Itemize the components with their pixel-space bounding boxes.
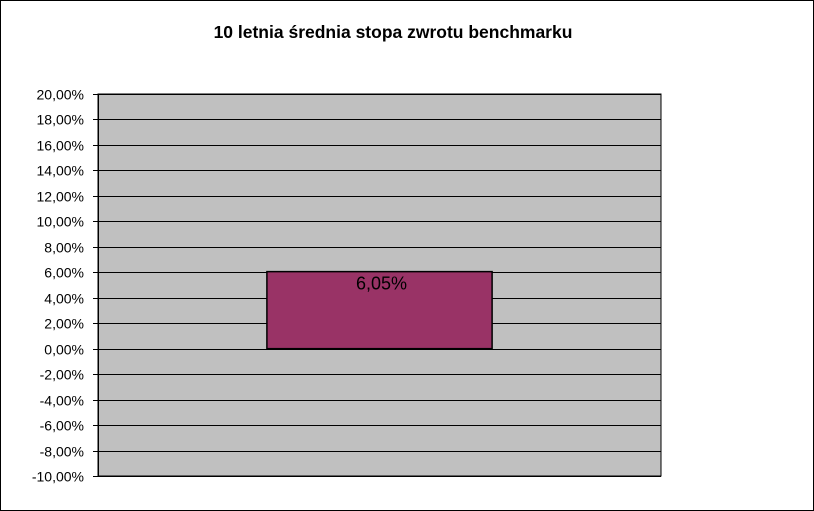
bars: 6,05% bbox=[266, 270, 493, 350]
y-tick-label: 14,00% bbox=[37, 163, 84, 179]
y-tick-label: 18,00% bbox=[37, 112, 84, 128]
y-tick-label: 4,00% bbox=[44, 291, 84, 307]
y-axis: 20,00% 18,00% 16,00% 14,00% 12,00% 10,00% 8,00… bbox=[32, 87, 99, 485]
y-tick-label: 6,00% bbox=[44, 265, 84, 281]
y-tick-label: 8,00% bbox=[44, 240, 84, 256]
y-tick-label: -6,00% bbox=[40, 418, 84, 434]
y-tick-label: -8,00% bbox=[40, 444, 84, 460]
y-tick-label: 2,00% bbox=[44, 316, 84, 332]
y-tick-label: 12,00% bbox=[37, 189, 84, 205]
y-tick-label: -2,00% bbox=[40, 367, 84, 383]
y-tick-label: 0,00% bbox=[44, 342, 84, 358]
y-tick-label: -10,00% bbox=[32, 469, 84, 485]
y-tick-label: -4,00% bbox=[40, 393, 84, 409]
gridlines bbox=[98, 94, 661, 477]
y-tick-label: 10,00% bbox=[37, 214, 84, 230]
bar bbox=[266, 270, 493, 350]
bar-data-label: 6,05% bbox=[356, 274, 407, 294]
y-tick-label: 16,00% bbox=[37, 138, 84, 154]
chart-title: 10 letnia średnia stopa zwrotu benchmark… bbox=[214, 22, 573, 42]
y-tick-label: 20,00% bbox=[37, 87, 84, 103]
